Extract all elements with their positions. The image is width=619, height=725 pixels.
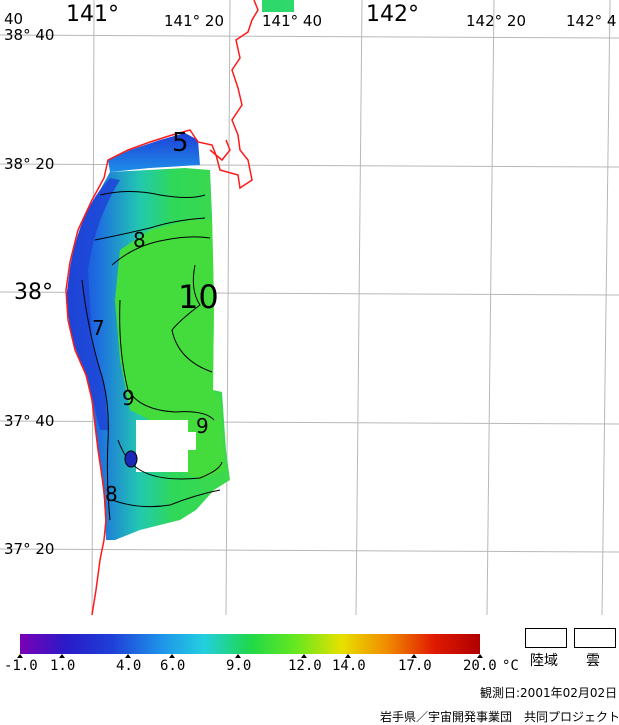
colorbar-tick-label: 6.0 [160,658,186,674]
colorbar-tick [169,654,175,658]
project-credit: 岩手県／宇宙開発事業団 共同プロジェクト [380,710,619,724]
temperature-colorbar [20,634,480,654]
colorbar-tick-label: 9.0 [226,658,252,674]
cold-spot [124,450,138,468]
colorbar-tick [411,654,417,658]
colorbar-tick-label: 17.0 [398,658,432,674]
lon-label: 142° [366,2,419,27]
cold-coastal-band [66,178,120,430]
cloud-legend-label: 雲 [586,653,600,669]
cloud-gap [176,432,196,450]
lon-label: 142° 4 [566,12,617,30]
colorbar-tick-label: -1.0 [4,658,38,674]
contour-label: 8 [105,482,118,506]
colorbar-tick [125,654,131,658]
lon-label: 40 [4,10,24,28]
contour-label: 10 [178,278,219,316]
contour-label: 7 [92,316,105,340]
warm-core [115,220,225,480]
land-legend-box [525,628,567,648]
lat-label: 38° 20 [4,155,55,173]
north-sea-patch [262,0,294,12]
sea-region-north [108,133,200,172]
colorbar-tick-label: 20.0 [463,658,497,674]
lon-label: 141° 20 [164,12,224,30]
colorbar-tick [477,654,483,658]
lat-label: 37° 40 [4,412,55,430]
colorbar-tick-label: 4.0 [116,658,142,674]
lat-label: 38° 40 [4,26,55,44]
colorbar-tick-label: 14.0 [332,658,366,674]
colorbar-tick-label: 12.0 [288,658,322,674]
colorbar-tick-label: 1.0 [50,658,76,674]
lon-label: 141° 40 [262,12,322,30]
colorbar-unit: °C [502,658,519,674]
colorbar-tick [301,654,307,658]
lon-label: 142° 20 [466,12,526,30]
colorbar-tick [59,654,65,658]
temperature-field [66,133,230,540]
contour-label: 8 [133,228,146,252]
lat-label: 38° [14,280,53,305]
colorbar-tick [17,654,23,658]
contour-label: 9 [196,414,209,438]
contour-label: 9 [122,386,135,410]
contour-label: 5 [172,128,189,158]
colorbar-tick [345,654,351,658]
cloud-legend-box [574,628,616,648]
lon-label: 141° [66,2,119,27]
graticule [0,0,619,616]
colorbar-tick [235,654,241,658]
coastline [65,0,259,616]
lat-label: 37° 20 [4,540,55,558]
land-legend-label: 陸域 [530,653,558,669]
observation-date: 観測日:2001年02月02日 [480,686,618,700]
